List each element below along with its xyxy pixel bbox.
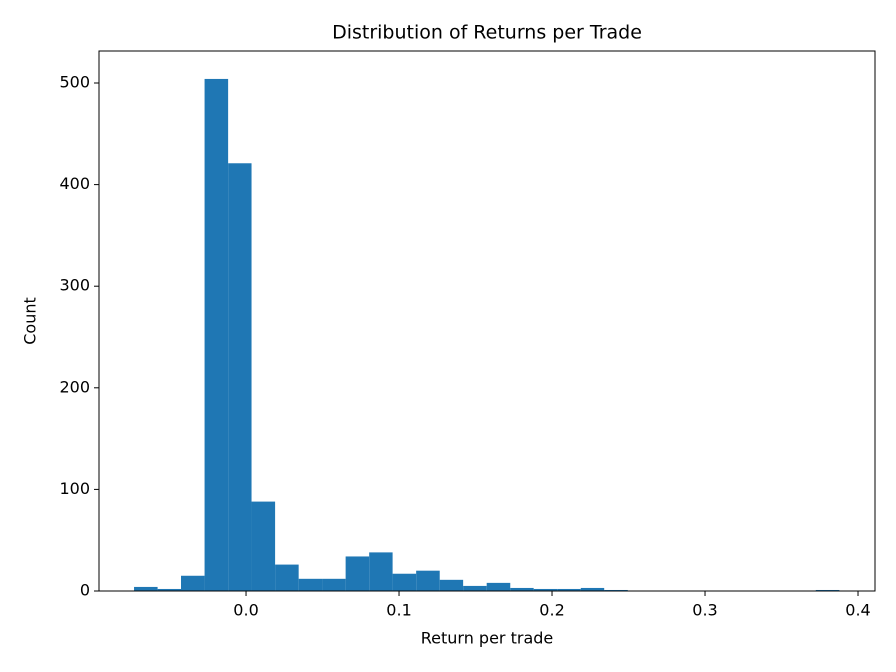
x-tick-label: 0.4 bbox=[845, 601, 870, 620]
bar bbox=[533, 588, 558, 591]
bar bbox=[604, 589, 628, 591]
y-axis-label: Count bbox=[21, 297, 40, 345]
bar bbox=[439, 579, 464, 591]
y-tick-label: 400 bbox=[59, 174, 90, 193]
x-tick-label: 0.0 bbox=[233, 601, 258, 620]
bar bbox=[815, 589, 840, 591]
y-tick-label: 200 bbox=[59, 377, 90, 396]
y-tick-label: 100 bbox=[59, 479, 90, 498]
bar bbox=[463, 585, 487, 591]
bar bbox=[157, 588, 182, 591]
bar bbox=[181, 575, 205, 591]
x-axis-label: Return per trade bbox=[421, 629, 554, 648]
bar bbox=[322, 578, 346, 591]
x-tick-label: 0.3 bbox=[692, 601, 717, 620]
bar bbox=[392, 573, 417, 591]
bar bbox=[345, 556, 370, 591]
bar bbox=[486, 582, 511, 591]
bar bbox=[369, 552, 393, 591]
y-tick-label: 500 bbox=[59, 73, 90, 92]
x-tick-label: 0.1 bbox=[386, 601, 411, 620]
bar bbox=[134, 586, 158, 591]
bar bbox=[251, 501, 276, 591]
bar bbox=[416, 570, 440, 591]
bar bbox=[298, 578, 323, 591]
plot-frame bbox=[98, 50, 876, 592]
bar bbox=[557, 588, 581, 591]
bar bbox=[580, 587, 605, 591]
y-tick-label: 300 bbox=[59, 276, 90, 295]
bar bbox=[510, 587, 534, 591]
bar bbox=[228, 163, 252, 592]
chart-title: Distribution of Returns per Trade bbox=[332, 22, 642, 44]
y-tick-label: 0 bbox=[80, 581, 90, 600]
x-tick-label: 0.2 bbox=[539, 601, 564, 620]
bar bbox=[275, 564, 299, 591]
bar bbox=[204, 78, 229, 591]
